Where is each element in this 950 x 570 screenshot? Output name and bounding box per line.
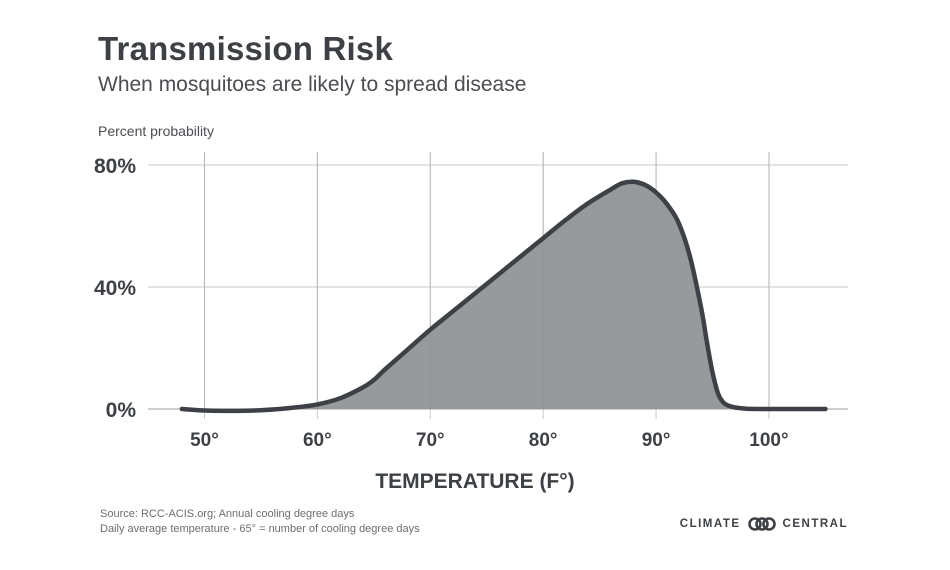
x-tick-label: 60° bbox=[303, 430, 332, 451]
x-tick-label: 100° bbox=[749, 430, 788, 451]
x-tick-label: 70° bbox=[416, 430, 445, 451]
y-tick-label: 0% bbox=[106, 399, 137, 422]
y-axis-title: Percent probability bbox=[98, 123, 214, 139]
y-tick-label: 80% bbox=[94, 155, 136, 178]
source-line-1: Source: RCC-ACIS.org; Annual cooling deg… bbox=[100, 508, 355, 520]
chart-subtitle: When mosquitoes are likely to spread dis… bbox=[98, 73, 527, 96]
x-tick-label: 50° bbox=[190, 430, 219, 451]
probability-line bbox=[179, 179, 828, 414]
chart-title: Transmission Risk bbox=[98, 30, 394, 67]
logo-text-right: CENTRAL bbox=[782, 518, 848, 530]
y-tick-labels: 0% 40% 80% bbox=[94, 155, 136, 422]
x-tick-label: 80° bbox=[529, 430, 558, 451]
x-axis-label: TEMPERATURE (F°) bbox=[375, 470, 574, 493]
source-note: Source: RCC-ACIS.org; Annual cooling deg… bbox=[100, 507, 420, 537]
y-tick-label: 40% bbox=[94, 277, 136, 300]
probability-area bbox=[181, 181, 826, 411]
climate-central-logo: CLIMATE CENTRAL bbox=[680, 517, 848, 531]
logo-text-left: CLIMATE bbox=[679, 518, 741, 530]
x-tick-label: 90° bbox=[642, 430, 671, 451]
source-line-2: Daily average temperature - 65° = number… bbox=[100, 523, 420, 535]
x-tick-labels: 50° 60° 70° 80° 90° 100° bbox=[190, 430, 789, 451]
logo-rings-icon bbox=[747, 517, 776, 531]
area-layer bbox=[179, 152, 828, 414]
